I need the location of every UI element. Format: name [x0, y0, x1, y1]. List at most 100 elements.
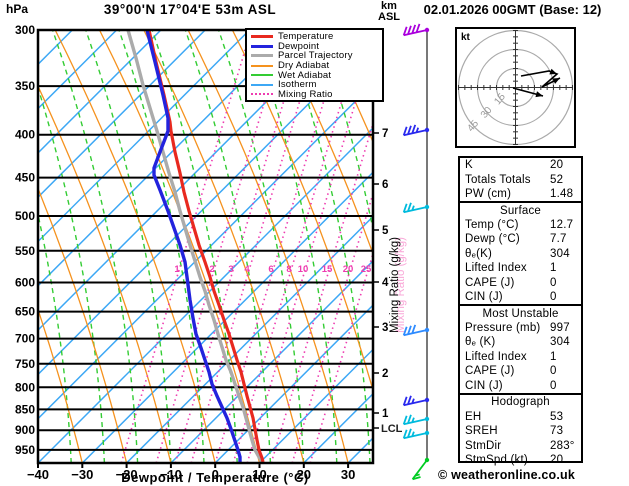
- mixing-axis-label-shadow: Mixing Ratio (g/kg): [395, 237, 407, 333]
- legend-item: Mixing Ratio: [251, 88, 382, 100]
- pressure-tick-label: 300: [15, 23, 35, 37]
- wind-barb-full: [402, 126, 408, 136]
- stat-label: SREH: [465, 425, 498, 438]
- wind-barb-full: [407, 395, 412, 405]
- stat-row: SREH 73: [460, 424, 581, 438]
- legend-line-sample: [251, 83, 273, 86]
- mixing-ratio-line: [232, 30, 364, 463]
- legend-item-label: Dry Adiabat: [278, 60, 330, 72]
- stat-value: 12.7: [550, 218, 574, 231]
- stat-row: θₑ (K) 304: [460, 335, 581, 349]
- mixing-axis-label: Mixing Ratio (g/kg): [389, 237, 401, 333]
- stat-label: θₑ(K): [465, 247, 492, 260]
- wind-barb: [402, 428, 430, 440]
- stat-row: K 20: [460, 158, 581, 172]
- wind-barb-half: [414, 473, 420, 477]
- legend-item-label: Mixing Ratio: [278, 88, 333, 100]
- stat-value: 20: [550, 453, 564, 466]
- stat-label: K: [465, 159, 473, 172]
- mixing-ratio-value-label: 1: [174, 264, 180, 275]
- stat-value: 304: [550, 336, 570, 349]
- wind-barb-shaft: [403, 418, 428, 426]
- wind-barb-half: [411, 398, 415, 404]
- mixing-ratio-value-label: 25: [361, 264, 372, 275]
- pressure-tick-label: 400: [15, 128, 35, 142]
- isotherm-line: [38, 30, 118, 110]
- km-tick-label: 1: [382, 408, 389, 420]
- hodograph-arrowhead: [549, 68, 557, 75]
- stat-label: EH: [465, 410, 482, 423]
- isotherm-line: [38, 38, 373, 376]
- stat-label: StmDir: [465, 439, 502, 452]
- wind-barb: [402, 23, 430, 37]
- wet-adiabat-line: [217, 30, 305, 463]
- legend-item-label: Wet Adiabat: [278, 69, 332, 81]
- mixing-ratio-value-label: 6: [268, 264, 273, 275]
- temp-tick-label: −10: [160, 467, 182, 482]
- km-tick-label: 7: [382, 128, 388, 140]
- wet-adiabat-line: [85, 30, 172, 463]
- stat-row: CIN (J) 0: [460, 379, 581, 393]
- panel-section-title: Hodograph: [491, 396, 550, 409]
- isotherm-line: [170, 259, 373, 463]
- lcl-label: LCL: [381, 423, 403, 435]
- wind-barb: [402, 414, 430, 426]
- plot-grid-group: [38, 30, 373, 463]
- wind-barb-shaft: [403, 399, 428, 407]
- run-datetime-title: 02.01.2026 00GMT (Base: 12): [423, 2, 602, 17]
- wind-barb-half: [411, 431, 415, 437]
- stat-value: 1: [550, 350, 557, 363]
- stat-value: 20: [550, 159, 564, 172]
- wind-barb-full: [402, 429, 408, 439]
- dry-adiabat-line: [143, 30, 305, 463]
- wind-barb-full: [411, 24, 417, 34]
- km-tick-label: 6: [382, 179, 388, 191]
- wet-adiabat-line: [51, 30, 139, 463]
- wind-barb: [411, 457, 430, 481]
- stat-label: StmSpd (kt): [465, 453, 528, 466]
- wind-barb-full: [411, 324, 417, 334]
- wind-barb-full: [407, 325, 412, 335]
- stat-value: 283°: [550, 439, 575, 452]
- dry-adiabat-line: [187, 30, 349, 463]
- asl-label: ASL: [378, 11, 400, 23]
- stat-label: Totals Totals: [465, 173, 531, 186]
- wind-barb-half: [411, 417, 415, 423]
- mixing-ratio-line: [309, 250, 373, 463]
- panel-section: K 20 Totals Totals 52 PW (cm) 1.48: [460, 158, 581, 201]
- wind-barb-full: [412, 476, 421, 481]
- stat-row: Dewp (°C) 7.7: [460, 232, 581, 246]
- stat-value: 52: [550, 173, 564, 186]
- pressure-tick-label: 450: [15, 171, 35, 185]
- stat-label: CAPE (J): [465, 365, 515, 378]
- stat-value: 0: [550, 379, 557, 392]
- hodograph-arrowhead: [552, 78, 560, 84]
- mixing-ratio-line: [190, 30, 322, 463]
- isotherm-line: [38, 30, 339, 332]
- wind-barb-shaft: [403, 129, 428, 137]
- mixing-ratio-value-label: 10: [298, 264, 309, 275]
- pressure-tick-label: 550: [15, 244, 35, 258]
- stat-label: Temp (°C): [465, 218, 519, 231]
- wind-barb-shaft: [411, 459, 428, 480]
- panel-section: Most Unstable Pressure (mb) 997 θₑ (K) 304 Li…: [460, 304, 581, 393]
- wind-barb: [402, 324, 430, 337]
- mixing-ratio-value-label: 4: [244, 264, 250, 275]
- wind-barb-full: [411, 124, 417, 134]
- wind-barb-shaft: [403, 432, 428, 440]
- stat-row: θₑ(K) 304: [460, 247, 581, 261]
- mixing-ratio-value-label: 20: [343, 264, 354, 275]
- legend-line-sample: [251, 74, 273, 77]
- wind-barb-shaft: [403, 329, 428, 337]
- legend-item: Wet Adiabat: [251, 69, 382, 81]
- temp-tick-label: −30: [71, 467, 93, 482]
- wind-barb-full: [407, 428, 412, 438]
- legend-line-sample: [251, 44, 273, 48]
- stat-row: EH 53: [460, 409, 581, 423]
- pressure-tick-label: 600: [15, 275, 35, 289]
- temp-tick-label: 0: [212, 467, 219, 482]
- legend-item-label: Parcel Trajectory: [278, 50, 353, 62]
- indices-panel: K 20 Totals Totals 52 PW (cm) 1.48 Surface Temp…: [458, 156, 583, 466]
- pressure-axis-unit: hPa: [6, 2, 29, 16]
